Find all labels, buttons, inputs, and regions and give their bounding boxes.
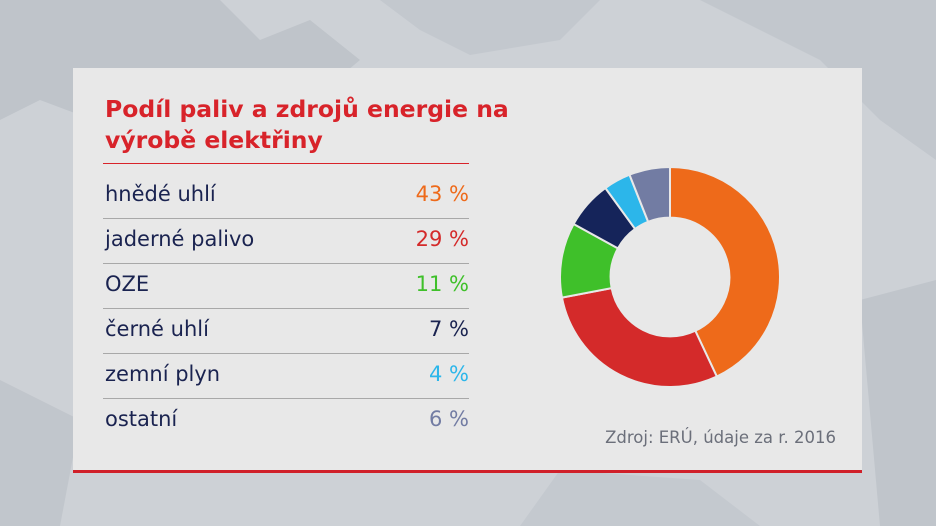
legend-table: hnědé uhlí 43 % jaderné palivo 29 % OZE … [103, 174, 469, 444]
legend-value: 11 % [415, 272, 469, 296]
legend-row: ostatní 6 % [103, 399, 469, 444]
legend-label: ostatní [105, 407, 178, 431]
donut-slice-hnědé-uhlí [669, 166, 781, 378]
info-panel: Podíl paliv a zdrojů energie na výrobě e… [73, 68, 862, 473]
title-divider [103, 163, 469, 164]
legend-value: 29 % [415, 227, 469, 251]
legend-label: černé uhlí [105, 317, 209, 341]
legend-label: jaderné palivo [105, 227, 255, 251]
legend-label: hnědé uhlí [105, 182, 216, 206]
chart-title: Podíl paliv a zdrojů energie na výrobě e… [105, 95, 509, 154]
legend-value: 7 % [429, 317, 469, 341]
legend-row: černé uhlí 7 % [103, 309, 469, 354]
legend-value: 6 % [429, 407, 469, 431]
source-note: Zdroj: ERÚ, údaje za r. 2016 [605, 428, 836, 447]
legend-label: zemní plyn [105, 362, 221, 386]
legend-row: jaderné palivo 29 % [103, 219, 469, 264]
legend-row: OZE 11 % [103, 264, 469, 309]
legend-label: OZE [105, 272, 150, 296]
legend-value: 4 % [429, 362, 469, 386]
legend-row: hnědé uhlí 43 % [103, 174, 469, 219]
donut-slice-ostatní [628, 166, 671, 224]
legend-value: 43 % [415, 182, 469, 206]
legend-row: zemní plyn 4 % [103, 354, 469, 399]
donut-chart [559, 166, 781, 388]
donut-slice-jaderné-palivo [560, 286, 719, 388]
